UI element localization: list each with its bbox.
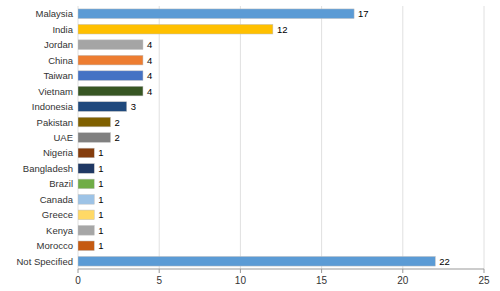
data-label: 1: [98, 240, 103, 251]
category-label: Taiwan: [43, 70, 73, 81]
data-label: 1: [98, 163, 103, 174]
category-label: Kenya: [46, 225, 74, 236]
bar: [78, 226, 94, 236]
tick-mark: [159, 269, 160, 273]
tick-label: 20: [397, 275, 409, 286]
x-axis-line: [78, 269, 484, 270]
tick-mark: [484, 269, 485, 273]
bar: [78, 256, 435, 266]
bar: [78, 241, 94, 251]
tick-label: 5: [156, 275, 162, 286]
grid-line: [402, 6, 403, 269]
data-label: 1: [98, 209, 103, 220]
bar: [78, 195, 94, 205]
bar: [78, 71, 143, 81]
tick-mark: [321, 269, 322, 273]
tick-label: 0: [75, 275, 81, 286]
data-label: 1: [98, 178, 103, 189]
category-label: Bangladesh: [23, 163, 73, 174]
data-label: 2: [114, 132, 119, 143]
category-label: Indonesia: [32, 101, 74, 112]
tick-label: 25: [478, 275, 490, 286]
bars: [78, 9, 435, 266]
bar: [78, 210, 94, 220]
grid-line: [321, 6, 322, 269]
bar: [78, 55, 143, 65]
data-label: 1: [98, 225, 103, 236]
data-label: 3: [131, 101, 136, 112]
data-label: 12: [277, 24, 288, 35]
category-label: Vietnam: [38, 86, 73, 97]
bar: [78, 148, 94, 158]
chart: 051015202517Malaysia12India4Jordan4China…: [0, 0, 500, 291]
category-label: Morocco: [37, 240, 73, 251]
category-label: UAE: [53, 132, 73, 143]
bar: [78, 86, 143, 96]
data-label: 22: [439, 256, 450, 267]
category-label: Brazil: [49, 178, 73, 189]
data-label: 4: [147, 86, 152, 97]
category-label: India: [52, 24, 73, 35]
grid-line: [159, 6, 160, 269]
data-label: 4: [147, 70, 152, 81]
category-label: Pakistan: [37, 117, 73, 128]
data-label: 17: [358, 8, 369, 19]
data-label: 4: [147, 55, 152, 66]
data-label: 1: [98, 147, 103, 158]
bar: [78, 179, 94, 189]
category-label: China: [48, 55, 74, 66]
tick-mark: [240, 269, 241, 273]
chart-container: 051015202517Malaysia12India4Jordan4China…: [0, 0, 500, 291]
category-label: Canada: [40, 194, 74, 205]
bar: [78, 102, 127, 112]
tick-label: 15: [316, 275, 328, 286]
data-label: 2: [114, 117, 119, 128]
data-label: 4: [147, 39, 152, 50]
category-label: Malaysia: [36, 8, 74, 19]
bar: [78, 117, 110, 127]
background: [0, 0, 500, 291]
category-label: Not Specified: [16, 256, 73, 267]
tick-label: 10: [235, 275, 247, 286]
grid: [78, 6, 484, 269]
bar: [78, 24, 273, 34]
tick-mark: [78, 269, 79, 273]
bar: [78, 164, 94, 174]
tick-mark: [402, 269, 403, 273]
grid-line: [484, 6, 485, 269]
category-label: Jordan: [44, 39, 73, 50]
grid-line: [240, 6, 241, 269]
bar: [78, 40, 143, 50]
data-label: 1: [98, 194, 103, 205]
bar: [78, 133, 110, 143]
bar: [78, 9, 354, 19]
category-label: Greece: [42, 209, 73, 220]
category-label: Nigeria: [43, 147, 74, 158]
